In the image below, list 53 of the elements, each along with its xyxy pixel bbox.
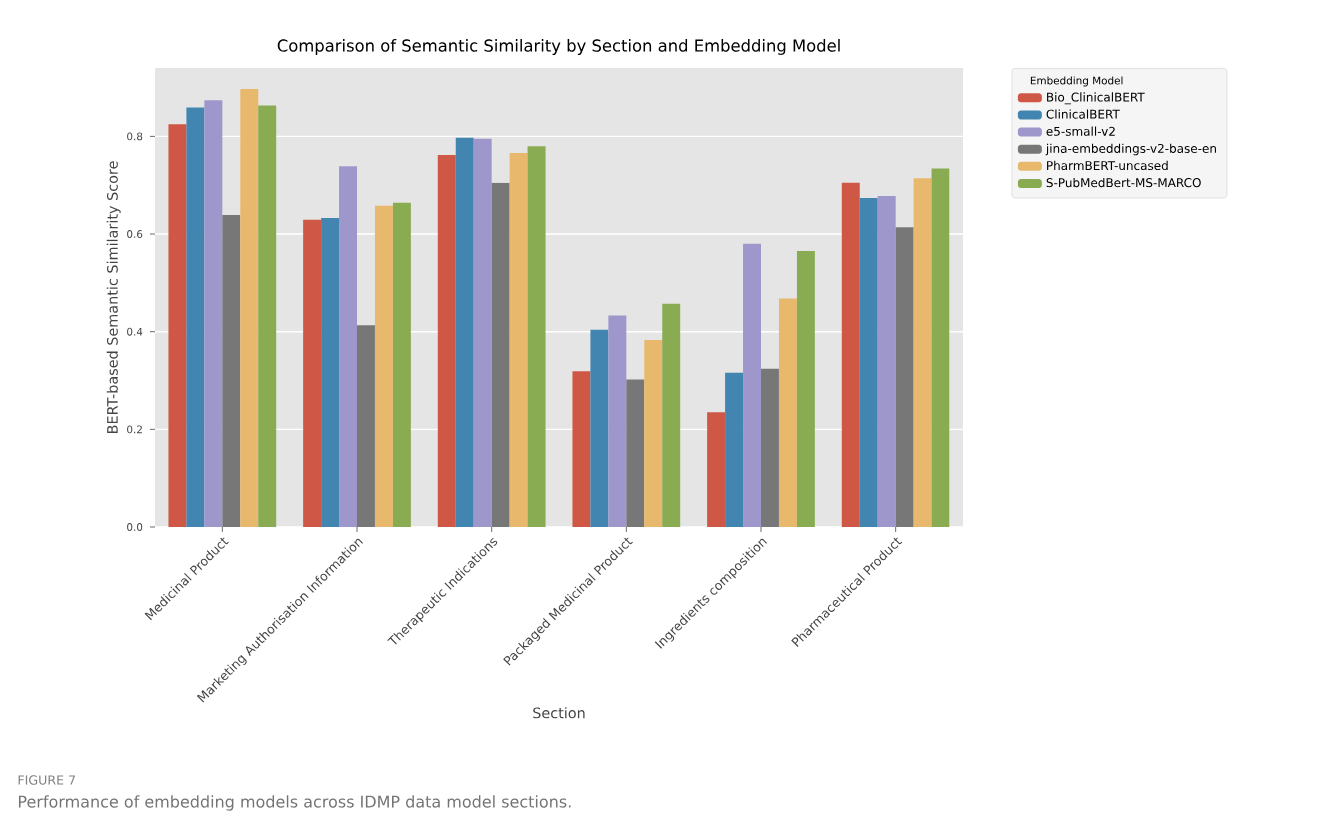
legend-label: ClinicalBERT (1046, 109, 1120, 119)
text: Performance of embedding models across IDMP data model sections. (18, 795, 571, 811)
legend-title: Embedding Model (1030, 76, 1123, 87)
bar (913, 178, 932, 527)
y-tick-label: 0.2 (127, 425, 142, 434)
bar (473, 138, 492, 527)
x-axis-title: Section (533, 707, 585, 719)
caption: FIGURE 7 (18, 775, 75, 785)
bar (644, 339, 663, 527)
bar (204, 100, 223, 527)
legend-label: S-PubMedBert-MS-MARCO (1046, 177, 1201, 188)
bar (455, 137, 474, 527)
bar (590, 329, 609, 527)
legend-label: Bio_ClinicalBERT (1047, 92, 1145, 105)
bar (392, 202, 411, 527)
bar (778, 298, 797, 527)
bar (222, 214, 241, 527)
bar (186, 107, 205, 527)
chart-title: Comparison of Semantic Similarity by Section and Embedding Model (277, 39, 840, 55)
y-axis-title: BERT-based Semantic Similarity Score (106, 161, 121, 433)
bar (895, 227, 914, 527)
bar (859, 197, 878, 527)
bar (509, 152, 528, 527)
bar (240, 89, 259, 527)
bar (931, 168, 950, 527)
y-tick-label: 0.0 (127, 523, 143, 531)
bar (841, 182, 860, 527)
bar (725, 372, 744, 527)
bar (303, 219, 322, 527)
bar (321, 217, 340, 527)
bar (168, 124, 187, 527)
bar (796, 251, 815, 527)
y-tick-label: 0.6 (127, 230, 143, 238)
bar (357, 325, 375, 527)
legend-label: PharmBERT-uncased (1047, 160, 1168, 171)
bar (258, 105, 277, 527)
bar (437, 154, 456, 527)
legend-label: e5-small-v2 (1046, 126, 1115, 136)
bar (877, 195, 896, 527)
y-tick-label: 0.8 (127, 132, 143, 141)
y-tick-label: 0.4 (127, 327, 143, 336)
bar (374, 205, 393, 527)
bar (707, 412, 726, 527)
bar (662, 303, 681, 527)
bar (491, 182, 510, 527)
bar (572, 371, 591, 527)
bar (743, 243, 761, 527)
bar (527, 146, 546, 527)
bar (339, 166, 357, 527)
bar (608, 315, 627, 527)
bar (626, 379, 645, 527)
legend-label: jina-embeddings-v2-base-en (1045, 143, 1216, 156)
bar (761, 368, 779, 527)
